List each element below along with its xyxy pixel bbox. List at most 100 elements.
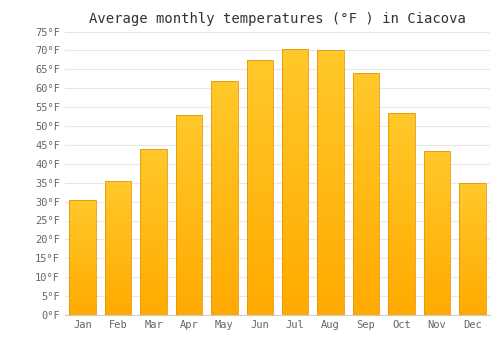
Bar [105,208,132,209]
Bar [105,265,132,267]
Bar [105,310,132,311]
Bar [211,116,238,118]
Bar [318,267,344,270]
Bar [318,58,344,61]
Bar [353,201,380,204]
Bar [459,283,485,285]
Bar [459,230,485,232]
Bar [246,154,273,157]
Bar [282,64,308,67]
Bar [459,302,485,303]
Bar [140,200,167,202]
Bar [211,242,238,245]
Bar [211,156,238,158]
Bar [246,259,273,261]
Bar [282,166,308,168]
Bar [140,209,167,210]
Bar [70,242,96,244]
Bar [246,116,273,119]
Bar [211,205,238,207]
Bar [424,259,450,261]
Bar [318,50,344,315]
Bar [388,289,414,291]
Bar [246,141,273,144]
Bar [246,98,273,101]
Bar [282,75,308,78]
Bar [246,129,273,131]
Bar [246,205,273,208]
Bar [211,109,238,111]
Bar [318,71,344,74]
Bar [211,303,238,306]
Bar [246,233,273,236]
Bar [388,214,414,216]
Bar [140,245,167,247]
Bar [424,164,450,165]
Bar [70,277,96,278]
Bar [176,205,202,207]
Bar [246,264,273,266]
Bar [140,214,167,215]
Bar [353,109,380,112]
Bar [140,235,167,237]
Bar [246,152,273,154]
Bar [353,254,380,257]
Bar [105,268,132,270]
Bar [353,267,380,269]
Bar [388,297,414,299]
Bar [353,88,380,90]
Bar [388,212,414,214]
Bar [388,121,414,123]
Bar [459,197,485,198]
Bar [353,95,380,97]
Bar [353,138,380,141]
Bar [246,228,273,231]
Bar [246,93,273,96]
Bar [353,114,380,117]
Bar [70,231,96,232]
Bar [318,183,344,186]
Bar [388,202,414,204]
Bar [105,194,132,196]
Bar [140,247,167,248]
Bar [282,163,308,166]
Bar [282,110,308,112]
Bar [246,236,273,238]
Bar [246,231,273,233]
Bar [318,246,344,249]
Bar [140,150,167,152]
Bar [70,217,96,218]
Bar [140,185,167,187]
Bar [388,135,414,137]
Bar [211,179,238,181]
Bar [388,273,414,274]
Bar [318,238,344,241]
Bar [140,255,167,257]
Bar [211,149,238,151]
Bar [176,121,202,122]
Bar [388,265,414,266]
Bar [318,281,344,283]
Bar [424,213,450,215]
Bar [246,121,273,124]
Bar [318,302,344,304]
Bar [353,119,380,121]
Bar [424,208,450,210]
Bar [282,115,308,118]
Bar [70,279,96,280]
Bar [105,198,132,200]
Bar [388,167,414,169]
Bar [105,181,132,182]
Bar [246,193,273,195]
Bar [282,102,308,104]
Bar [424,169,450,170]
Bar [459,218,485,220]
Bar [105,302,132,303]
Bar [282,278,308,280]
Bar [140,197,167,198]
Bar [140,149,167,150]
Bar [246,106,273,108]
Bar [388,169,414,172]
Bar [105,306,132,307]
Bar [459,217,485,218]
